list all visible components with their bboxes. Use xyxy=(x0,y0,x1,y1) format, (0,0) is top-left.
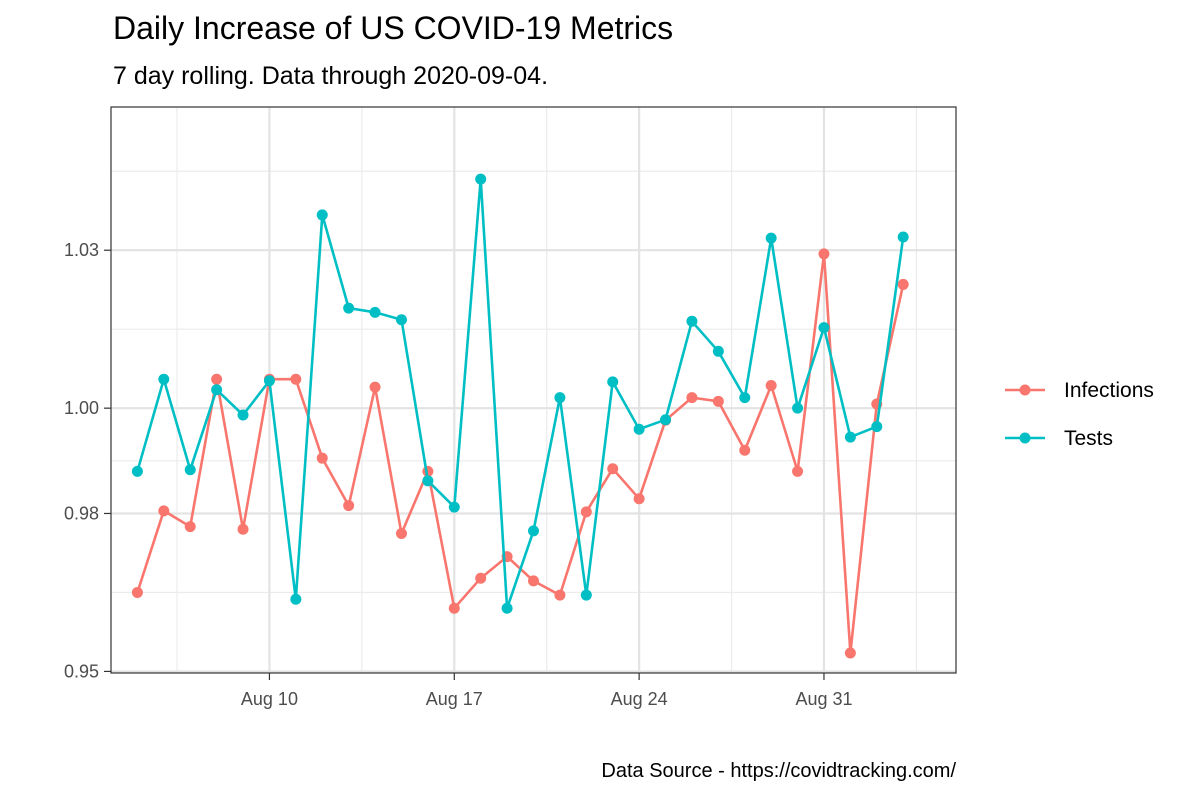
data-point-tests xyxy=(660,414,672,426)
data-point-tests xyxy=(554,392,566,404)
data-point-infections xyxy=(395,527,407,539)
legend-label: Tests xyxy=(1064,427,1113,450)
data-point-infections xyxy=(131,586,143,598)
legend: Infections Tests xyxy=(1005,379,1154,450)
data-point-tests xyxy=(528,525,539,537)
data-point-tests xyxy=(395,314,407,326)
data-point-infections xyxy=(607,463,619,475)
chart-title: Daily Increase of US COVID-19 Metrics xyxy=(113,10,674,46)
data-point-infections xyxy=(475,572,487,584)
data-point-tests xyxy=(607,376,619,388)
data-point-infections xyxy=(343,500,355,512)
data-point-infections xyxy=(528,575,539,587)
data-point-tests xyxy=(475,173,487,185)
data-point-infections xyxy=(580,506,592,518)
y-tick-label: 1.00 xyxy=(64,398,99,418)
x-tick-label: Aug 10 xyxy=(241,689,298,709)
data-point-tests xyxy=(765,232,777,244)
data-point-infections xyxy=(554,589,566,601)
data-point-tests xyxy=(739,392,751,404)
data-point-tests xyxy=(818,322,830,334)
y-tick-label: 0.98 xyxy=(64,503,99,523)
plot-background xyxy=(111,107,956,673)
data-point-infections xyxy=(792,465,804,477)
data-point-infections xyxy=(184,521,196,533)
data-point-tests xyxy=(422,475,434,487)
chart-subtitle: 7 day rolling. Data through 2020-09-04. xyxy=(113,62,549,90)
data-point-tests xyxy=(158,373,170,385)
legend-key-point xyxy=(1019,384,1031,396)
legend-key-point xyxy=(1019,432,1031,444)
data-point-infections xyxy=(211,373,223,385)
legend-item-infections: Infections xyxy=(1005,379,1154,402)
y-axis: 0.95 0.98 1.00 1.03 xyxy=(64,240,111,681)
data-point-tests xyxy=(369,306,381,318)
y-tick-label: 1.03 xyxy=(64,240,99,260)
legend-item-tests: Tests xyxy=(1005,427,1113,450)
data-point-infections xyxy=(316,452,328,464)
data-point-tests xyxy=(633,423,645,435)
grid-major xyxy=(111,107,956,673)
data-point-tests xyxy=(184,464,196,476)
data-point-infections xyxy=(897,278,909,290)
data-point-tests xyxy=(871,421,883,433)
x-axis: Aug 10 Aug 17 Aug 24 Aug 31 xyxy=(241,673,853,709)
data-point-tests xyxy=(792,402,804,414)
data-point-infections xyxy=(237,523,249,535)
data-point-tests xyxy=(448,501,460,513)
data-point-infections xyxy=(369,381,381,393)
data-point-tests xyxy=(131,465,143,477)
data-point-infections xyxy=(448,602,460,614)
x-tick-label: Aug 31 xyxy=(795,689,852,709)
data-point-infections xyxy=(765,380,777,392)
data-point-infections xyxy=(818,248,830,260)
data-source-caption: Data Source - https://covidtracking.com/ xyxy=(601,760,956,782)
series-line-tests xyxy=(136,177,905,610)
data-point-infections xyxy=(712,395,724,407)
data-point-tests xyxy=(237,409,249,421)
data-point-tests xyxy=(712,345,724,357)
x-tick-label: Aug 24 xyxy=(611,689,668,709)
data-point-infections xyxy=(739,444,751,456)
data-point-tests xyxy=(290,593,302,605)
data-point-tests xyxy=(343,302,355,314)
data-point-tests xyxy=(501,602,513,614)
data-point-tests xyxy=(211,384,223,396)
data-point-tests xyxy=(316,209,328,221)
data-point-infections xyxy=(686,392,698,404)
data-point-infections xyxy=(633,493,645,505)
data-point-infections xyxy=(158,505,170,517)
data-point-infections xyxy=(844,647,856,659)
data-point-tests xyxy=(844,431,856,443)
data-point-tests xyxy=(686,315,698,327)
x-tick-label: Aug 17 xyxy=(426,689,483,709)
data-point-tests xyxy=(580,589,592,601)
data-point-tests xyxy=(897,231,909,243)
y-tick-label: 0.95 xyxy=(64,661,99,681)
data-point-tests xyxy=(263,375,275,387)
series-layer xyxy=(131,173,909,659)
legend-label: Infections xyxy=(1064,379,1154,402)
plot-border xyxy=(110,106,957,674)
data-point-infections xyxy=(290,373,302,385)
